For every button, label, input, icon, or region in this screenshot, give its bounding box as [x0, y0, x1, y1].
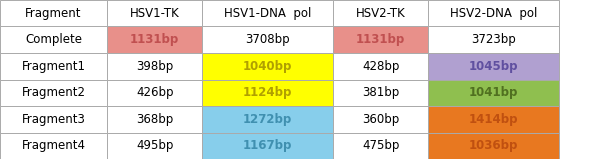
Text: 1414bp: 1414bp: [469, 113, 519, 126]
Bar: [428, 132, 559, 159]
Bar: [0, 106, 107, 132]
Text: 3708bp: 3708bp: [246, 33, 290, 46]
Bar: [202, 53, 333, 80]
Bar: [0, 27, 107, 53]
Text: 368bp: 368bp: [136, 113, 173, 126]
Bar: [202, 0, 333, 27]
Bar: [333, 106, 428, 132]
Text: 3723bp: 3723bp: [471, 33, 516, 46]
Text: 1036bp: 1036bp: [469, 139, 518, 152]
Bar: [333, 53, 428, 80]
Bar: [428, 80, 559, 106]
Text: HSV2-DNA  pol: HSV2-DNA pol: [450, 7, 537, 20]
Bar: [333, 0, 428, 27]
Text: Fragment: Fragment: [26, 7, 82, 20]
Text: Fragment4: Fragment4: [21, 139, 86, 152]
Bar: [0, 80, 107, 106]
Bar: [107, 0, 202, 27]
Text: 495bp: 495bp: [136, 139, 173, 152]
Text: 428bp: 428bp: [362, 60, 399, 73]
Bar: [107, 80, 202, 106]
Text: HSV2-TK: HSV2-TK: [356, 7, 406, 20]
Text: 1131bp: 1131bp: [130, 33, 179, 46]
Text: 1131bp: 1131bp: [356, 33, 405, 46]
Bar: [333, 132, 428, 159]
Text: Fragment3: Fragment3: [21, 113, 86, 126]
Text: Fragment2: Fragment2: [21, 86, 86, 99]
Text: 381bp: 381bp: [362, 86, 399, 99]
Text: 1124bp: 1124bp: [243, 86, 292, 99]
Bar: [202, 80, 333, 106]
Bar: [428, 27, 559, 53]
Bar: [107, 106, 202, 132]
Bar: [428, 53, 559, 80]
Text: Fragment1: Fragment1: [21, 60, 86, 73]
Bar: [202, 106, 333, 132]
Bar: [333, 27, 428, 53]
Bar: [428, 106, 559, 132]
Text: 475bp: 475bp: [362, 139, 399, 152]
Bar: [107, 132, 202, 159]
Text: 1272bp: 1272bp: [243, 113, 292, 126]
Text: 1041bp: 1041bp: [469, 86, 518, 99]
Text: 360bp: 360bp: [362, 113, 399, 126]
Bar: [0, 132, 107, 159]
Text: 1045bp: 1045bp: [469, 60, 519, 73]
Bar: [202, 27, 333, 53]
Text: HSV1-DNA  pol: HSV1-DNA pol: [224, 7, 311, 20]
Bar: [333, 80, 428, 106]
Bar: [428, 0, 559, 27]
Text: 398bp: 398bp: [136, 60, 173, 73]
Text: 1167bp: 1167bp: [243, 139, 292, 152]
Text: Complete: Complete: [25, 33, 82, 46]
Bar: [107, 53, 202, 80]
Bar: [0, 53, 107, 80]
Bar: [202, 132, 333, 159]
Text: 1040bp: 1040bp: [243, 60, 292, 73]
Bar: [107, 27, 202, 53]
Text: HSV1-TK: HSV1-TK: [130, 7, 180, 20]
Bar: [0, 0, 107, 27]
Text: 426bp: 426bp: [136, 86, 174, 99]
